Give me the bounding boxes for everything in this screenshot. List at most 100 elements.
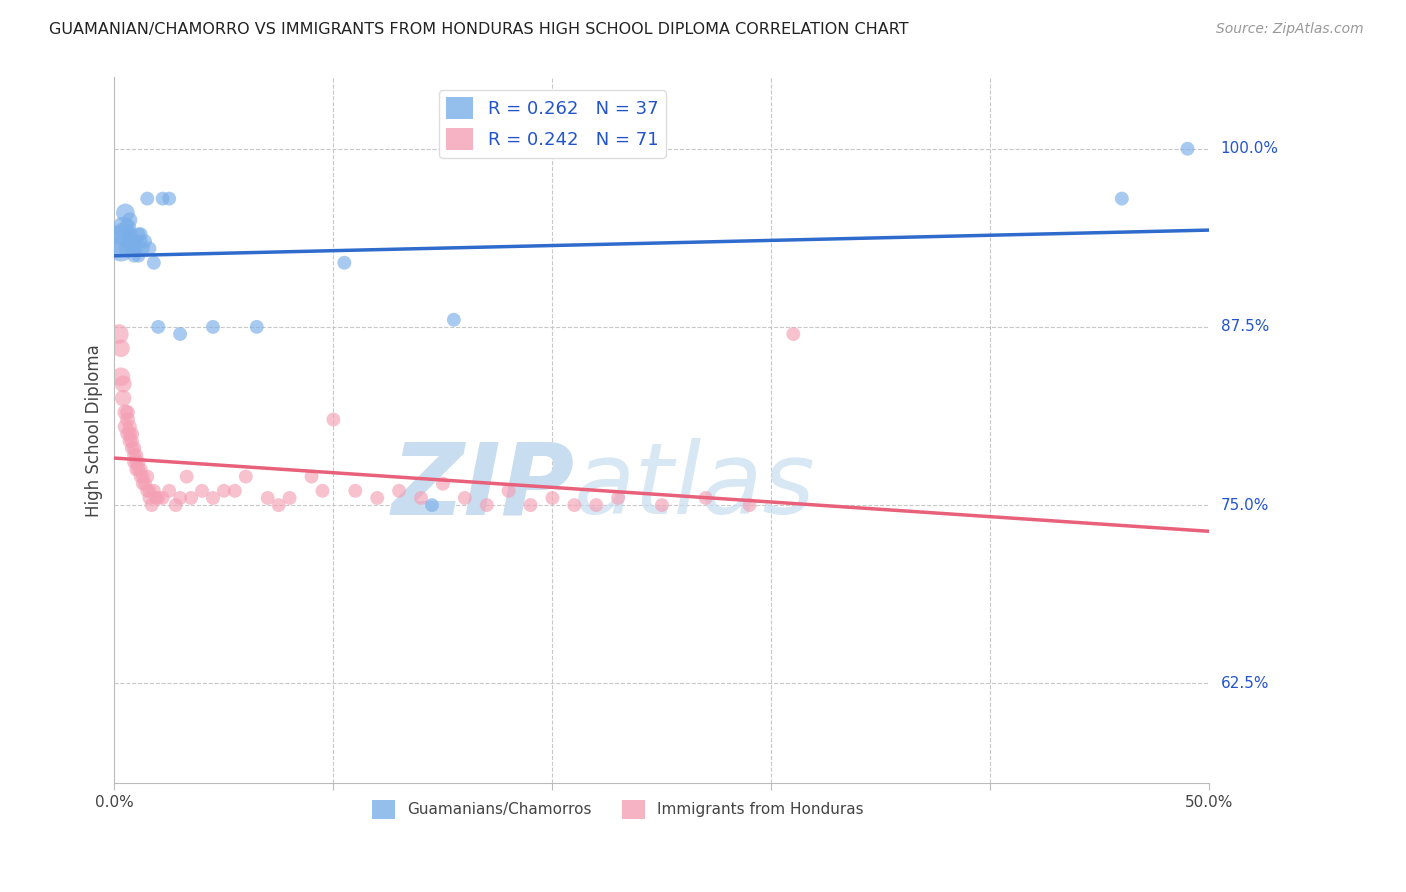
Point [110,341,132,355]
Point [311,483,333,498]
Point [112,220,135,235]
Point [129,235,152,249]
Point [148,491,170,505]
Point [134,476,156,491]
Point [132,476,155,491]
Point [1177,142,1199,156]
Point [121,242,143,256]
Text: 75.0%: 75.0% [1220,498,1268,513]
Point [132,242,155,256]
Point [148,319,170,334]
Point [114,405,136,419]
Text: 87.5%: 87.5% [1220,319,1268,334]
Point [201,319,224,334]
Point [695,491,717,505]
Point [738,498,761,512]
Point [176,469,198,483]
Point [125,448,148,462]
Point [117,242,139,256]
Point [117,412,139,426]
Point [541,491,564,505]
Point [256,491,278,505]
Point [782,326,804,341]
Point [107,326,129,341]
Point [201,491,224,505]
Point [118,227,141,242]
Point [125,235,148,249]
Point [121,235,143,249]
Point [128,249,150,263]
Point [138,242,160,256]
Point [136,483,159,498]
Point [128,227,150,242]
Text: GUAMANIAN/CHAMORRO VS IMMIGRANTS FROM HONDURAS HIGH SCHOOL DIPLOMA CORRELATION C: GUAMANIAN/CHAMORRO VS IMMIGRANTS FROM HO… [49,22,908,37]
Text: Source: ZipAtlas.com: Source: ZipAtlas.com [1216,22,1364,37]
Point [152,192,174,206]
Point [114,419,136,434]
Point [344,483,367,498]
Point [212,483,235,498]
Point [388,483,411,498]
Point [157,483,180,498]
Point [121,434,143,448]
Legend: Guamanians/Chamorros, Immigrants from Honduras: Guamanians/Chamorros, Immigrants from Ho… [366,794,870,825]
Point [191,483,214,498]
Point [165,498,187,512]
Point [122,242,145,256]
Point [122,249,145,263]
Point [409,491,432,505]
Point [118,213,141,227]
Point [125,455,148,469]
Point [136,469,159,483]
Point [498,483,520,498]
Point [121,426,143,441]
Point [475,498,498,512]
Point [122,455,145,469]
Point [110,369,132,384]
Text: 100.0%: 100.0% [1220,141,1278,156]
Point [112,391,135,405]
Point [125,242,148,256]
Point [169,326,191,341]
Point [142,256,165,270]
Point [152,491,174,505]
Point [432,476,454,491]
Point [454,491,477,505]
Point [267,498,290,512]
Point [138,491,160,505]
Point [138,483,160,498]
Point [125,462,148,476]
Text: 62.5%: 62.5% [1220,676,1270,690]
Point [142,483,165,498]
Point [136,192,159,206]
Point [112,376,135,391]
Point [118,419,141,434]
Point [246,319,269,334]
Point [128,455,150,469]
Point [118,434,141,448]
Point [607,491,630,505]
Y-axis label: High School Diploma: High School Diploma [86,343,103,516]
Point [322,412,344,426]
Point [562,498,585,512]
Point [169,491,191,505]
Point [121,441,143,455]
Point [110,242,132,256]
Point [122,235,145,249]
Point [278,491,301,505]
Point [128,462,150,476]
Point [235,469,257,483]
Point [145,491,167,505]
Point [129,227,152,242]
Point [180,491,202,505]
Text: ZIP: ZIP [391,438,574,535]
Point [134,235,156,249]
Point [114,206,136,220]
Point [585,498,607,512]
Point [1111,192,1133,206]
Point [224,483,246,498]
Point [333,256,356,270]
Point [118,235,141,249]
Point [301,469,323,483]
Point [118,426,141,441]
